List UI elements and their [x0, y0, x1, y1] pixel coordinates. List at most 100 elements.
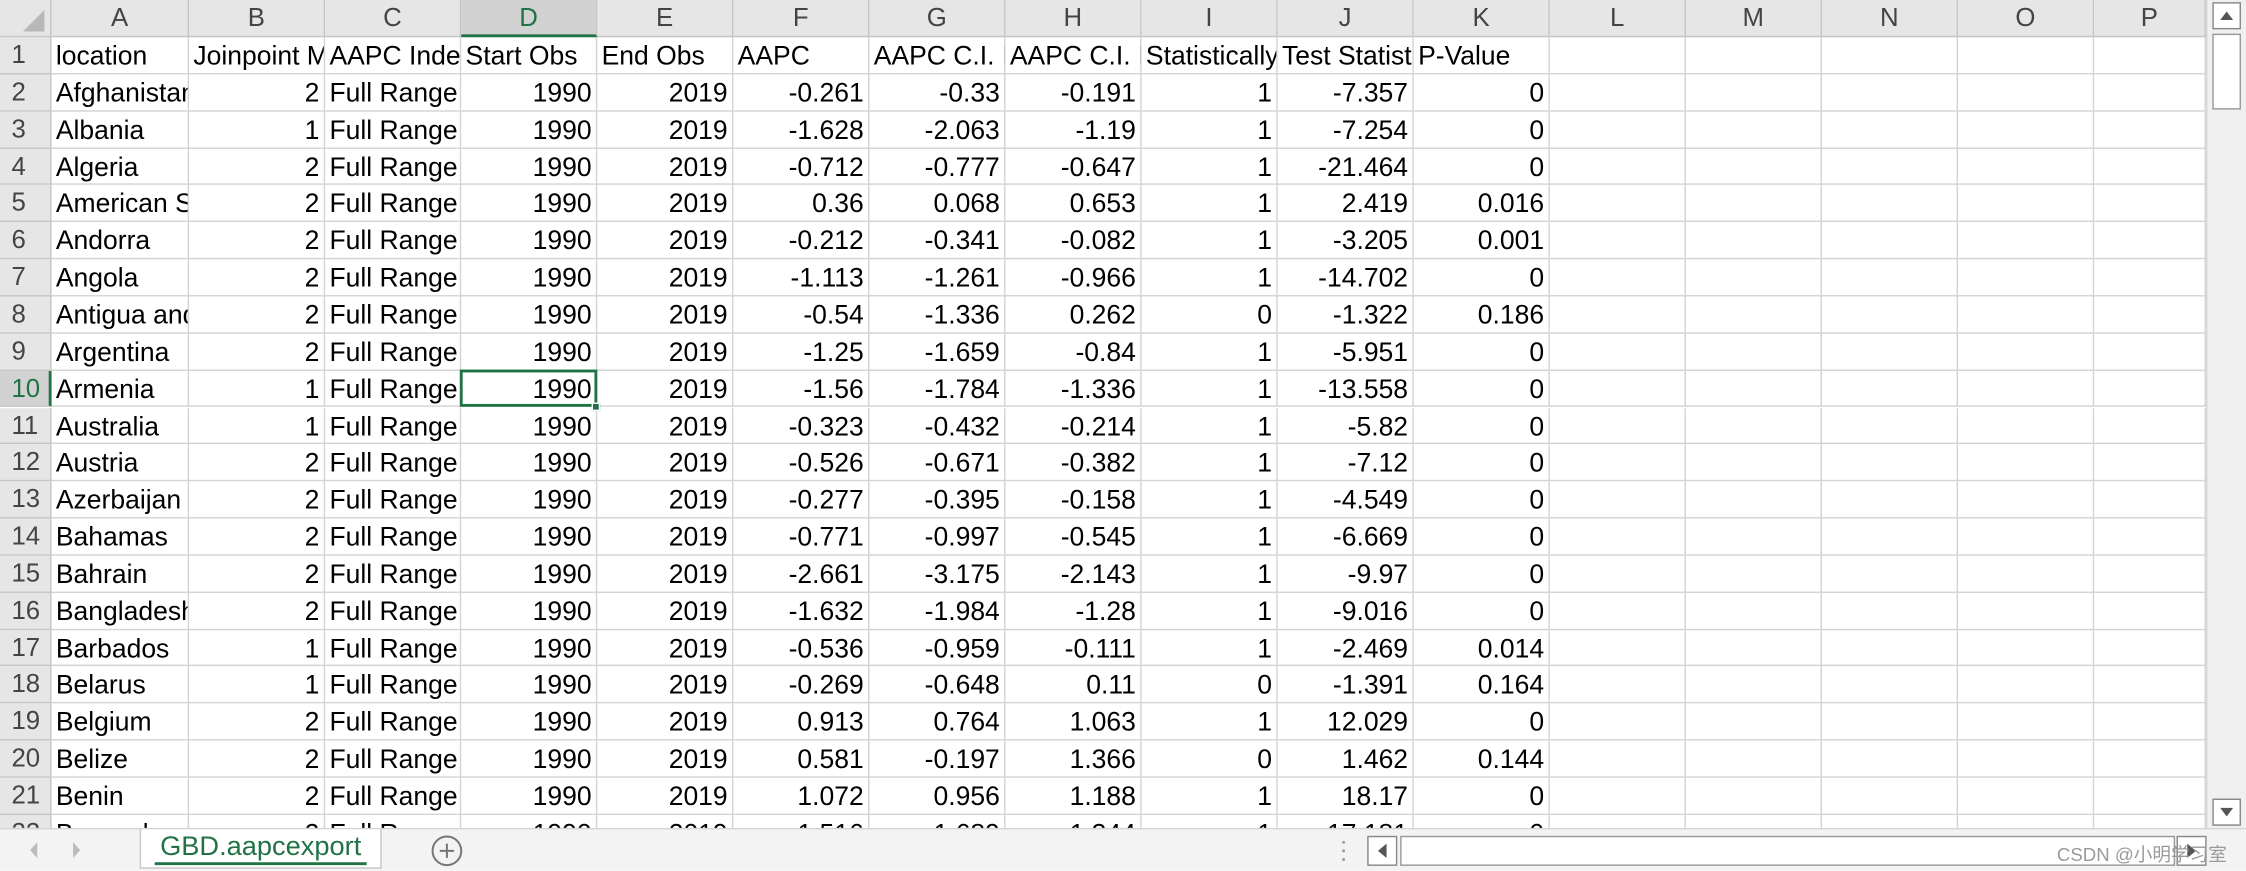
empty-cell[interactable]: [2094, 703, 2206, 741]
empty-cell[interactable]: [1549, 629, 1686, 667]
empty-cell[interactable]: [1822, 74, 1959, 112]
cell[interactable]: 2: [189, 740, 326, 778]
cell[interactable]: -3.175: [869, 555, 1006, 593]
cell[interactable]: -0.197: [869, 740, 1006, 778]
cell[interactable]: -5.951: [1277, 333, 1414, 371]
row-header[interactable]: 17: [0, 629, 52, 667]
cell[interactable]: 0.581: [733, 740, 870, 778]
cell[interactable]: 2: [189, 74, 326, 112]
cell[interactable]: 2019: [597, 333, 734, 371]
cell[interactable]: -1.322: [1277, 296, 1414, 334]
empty-cell[interactable]: [1958, 518, 2095, 556]
cell[interactable]: 1: [1141, 74, 1278, 112]
empty-cell[interactable]: [1958, 74, 2095, 112]
column-header[interactable]: P: [2094, 0, 2206, 38]
cell[interactable]: Belarus: [51, 666, 190, 704]
empty-cell[interactable]: [1822, 481, 1959, 519]
cell[interactable]: 1990: [461, 703, 598, 741]
cell[interactable]: -1.19: [1005, 111, 1142, 149]
cell[interactable]: -6.669: [1277, 518, 1414, 556]
cell[interactable]: 1990: [461, 740, 598, 778]
empty-cell[interactable]: [1549, 481, 1686, 519]
empty-cell[interactable]: [1685, 592, 1823, 630]
column-header[interactable]: O: [1958, 0, 2095, 38]
empty-cell[interactable]: [1685, 74, 1823, 112]
cell[interactable]: 2019: [597, 407, 734, 445]
empty-cell[interactable]: [1685, 296, 1823, 334]
cell[interactable]: 1990: [461, 777, 598, 815]
cell[interactable]: 1: [1141, 555, 1278, 593]
cell[interactable]: Algeria: [51, 148, 190, 186]
empty-cell[interactable]: [1549, 666, 1686, 704]
cell[interactable]: Full Range: [325, 407, 462, 445]
cell[interactable]: 0: [1413, 555, 1550, 593]
empty-cell[interactable]: [1958, 259, 2095, 297]
column-header[interactable]: A: [51, 0, 190, 38]
cell[interactable]: -2.469: [1277, 629, 1414, 667]
fill-handle[interactable]: [591, 401, 601, 411]
column-header[interactable]: D: [461, 0, 598, 38]
cell[interactable]: 2019: [597, 296, 734, 334]
cell[interactable]: 1.072: [733, 777, 870, 815]
empty-cell[interactable]: [1685, 444, 1823, 482]
cell[interactable]: 1: [1141, 444, 1278, 482]
cell[interactable]: -0.432: [869, 407, 1006, 445]
cell[interactable]: -0.647: [1005, 148, 1142, 186]
empty-cell[interactable]: [1822, 518, 1959, 556]
empty-cell[interactable]: [1549, 703, 1686, 741]
cell[interactable]: -0.959: [869, 629, 1006, 667]
cell[interactable]: Afghanistan: [51, 74, 190, 112]
empty-cell[interactable]: [1685, 629, 1823, 667]
cell[interactable]: -0.712: [733, 148, 870, 186]
cell[interactable]: 2019: [597, 370, 734, 408]
empty-cell[interactable]: [1822, 111, 1959, 149]
empty-cell[interactable]: [1822, 37, 1959, 75]
cell[interactable]: 1990: [461, 222, 598, 260]
empty-cell[interactable]: [1822, 555, 1959, 593]
cell[interactable]: -2.661: [733, 555, 870, 593]
empty-cell[interactable]: [2094, 481, 2206, 519]
cell[interactable]: -0.84: [1005, 333, 1142, 371]
empty-cell[interactable]: [1958, 666, 2095, 704]
empty-cell[interactable]: [1958, 703, 2095, 741]
cell[interactable]: -0.526: [733, 444, 870, 482]
empty-cell[interactable]: [1685, 555, 1823, 593]
empty-cell[interactable]: [1958, 740, 2095, 778]
cell[interactable]: Full Range: [325, 333, 462, 371]
cell[interactable]: Austria: [51, 444, 190, 482]
cell[interactable]: 0.068: [869, 185, 1006, 223]
cell[interactable]: Full Range: [325, 481, 462, 519]
cell[interactable]: 1: [1141, 481, 1278, 519]
cell[interactable]: Full Range: [325, 370, 462, 408]
cell[interactable]: Full Range: [325, 740, 462, 778]
cell[interactable]: -9.97: [1277, 555, 1414, 593]
cell[interactable]: 2: [189, 703, 326, 741]
cell[interactable]: -0.648: [869, 666, 1006, 704]
cell[interactable]: 0.001: [1413, 222, 1550, 260]
cell[interactable]: -0.261: [733, 74, 870, 112]
empty-cell[interactable]: [1549, 296, 1686, 334]
empty-cell[interactable]: [1958, 407, 2095, 445]
empty-cell[interactable]: [2094, 259, 2206, 297]
cell[interactable]: Full Range: [325, 518, 462, 556]
cell[interactable]: -0.54: [733, 296, 870, 334]
cell[interactable]: Full Range: [325, 444, 462, 482]
empty-cell[interactable]: [1685, 777, 1823, 815]
row-header[interactable]: 21: [0, 777, 52, 815]
column-header[interactable]: I: [1141, 0, 1278, 38]
cell[interactable]: 2: [189, 555, 326, 593]
cell[interactable]: 0: [1413, 74, 1550, 112]
cell[interactable]: Barbados: [51, 629, 190, 667]
empty-cell[interactable]: [1685, 740, 1823, 778]
cell[interactable]: -1.56: [733, 370, 870, 408]
cell[interactable]: 2: [189, 444, 326, 482]
cell[interactable]: 1: [1141, 629, 1278, 667]
cell[interactable]: 2019: [597, 185, 734, 223]
empty-cell[interactable]: [1685, 370, 1823, 408]
empty-cell[interactable]: [2094, 629, 2206, 667]
empty-cell[interactable]: [1685, 333, 1823, 371]
cell[interactable]: -1.628: [733, 111, 870, 149]
empty-cell[interactable]: [1822, 296, 1959, 334]
cell[interactable]: 1: [1141, 370, 1278, 408]
cell[interactable]: 2: [189, 518, 326, 556]
